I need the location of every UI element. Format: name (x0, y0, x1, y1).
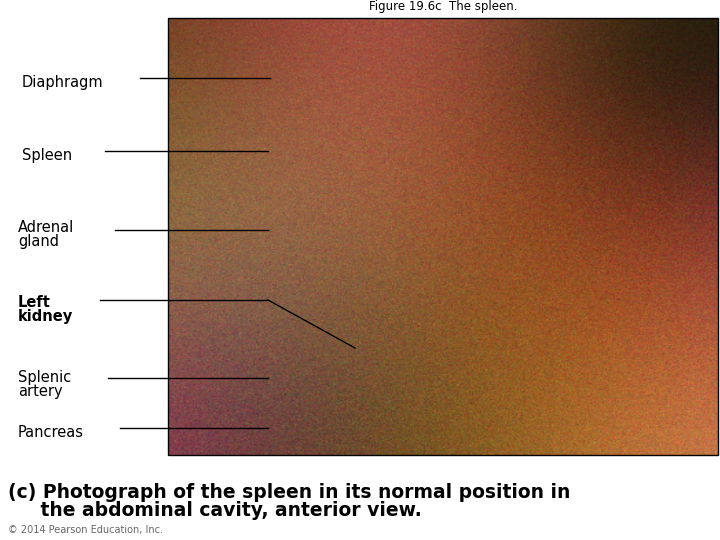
Text: the abdominal cavity, anterior view.: the abdominal cavity, anterior view. (8, 501, 422, 520)
Text: Spleen: Spleen (22, 148, 72, 163)
Text: gland: gland (18, 234, 59, 249)
Text: kidney: kidney (18, 309, 73, 324)
Text: (c) Photograph of the spleen in its normal position in: (c) Photograph of the spleen in its norm… (8, 483, 570, 502)
Text: Diaphragm: Diaphragm (22, 75, 104, 90)
Text: Splenic: Splenic (18, 370, 71, 385)
Text: © 2014 Pearson Education, Inc.: © 2014 Pearson Education, Inc. (8, 525, 163, 535)
Text: Adrenal: Adrenal (18, 220, 74, 235)
Text: Figure 19.6c  The spleen.: Figure 19.6c The spleen. (369, 0, 517, 13)
Bar (168, 18, 718, 455)
Text: artery: artery (18, 384, 63, 399)
Text: Pancreas: Pancreas (18, 425, 84, 440)
Text: Left: Left (18, 295, 51, 310)
